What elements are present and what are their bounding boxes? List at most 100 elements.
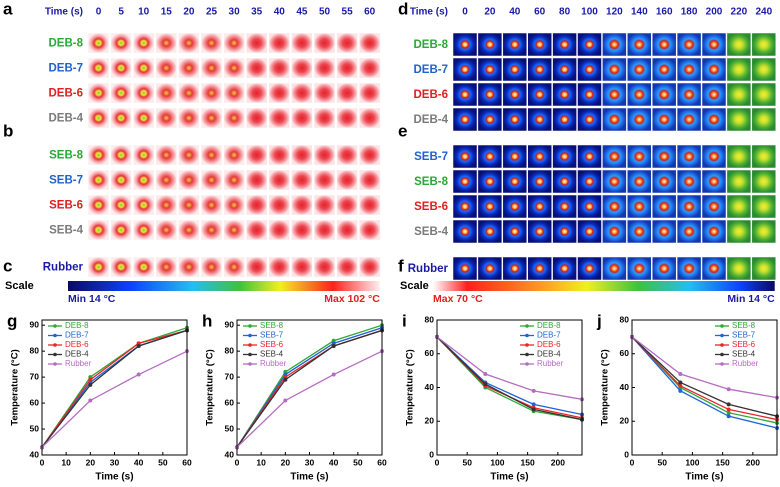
thermal-image — [726, 194, 752, 219]
row-label: DEB-4 — [48, 113, 83, 125]
legend-marker — [720, 333, 724, 338]
thermal-image — [627, 57, 652, 82]
thermal-image — [313, 144, 336, 166]
time-value: 30 — [229, 7, 241, 18]
time-value: 60 — [364, 7, 376, 18]
time-label: Time (s) — [45, 7, 83, 18]
thermal-image — [336, 194, 358, 216]
thermal-image — [527, 82, 552, 107]
thermal-image — [268, 32, 291, 54]
time-value: 40 — [509, 7, 521, 18]
time-value: 160 — [656, 7, 673, 18]
thermal-image — [452, 256, 478, 281]
x-tick-label: 20 — [281, 457, 291, 467]
data-point — [88, 398, 93, 403]
x-axis-label: Time (s) — [490, 472, 528, 483]
thermal-image — [268, 256, 291, 278]
legend-marker — [248, 333, 252, 338]
thermal-image — [502, 194, 528, 219]
legend-label: SEB-6 — [732, 340, 756, 349]
scale-bar — [433, 281, 775, 291]
thermal-image — [726, 219, 752, 244]
thermal-image — [110, 144, 132, 166]
x-tick-label: 30 — [110, 457, 120, 467]
row-label: Rubber — [408, 263, 449, 275]
thermal-image — [200, 219, 223, 241]
legend-marker — [720, 352, 724, 357]
thermal-image — [291, 32, 313, 54]
thermal-image — [651, 32, 677, 57]
thermal-image — [178, 57, 200, 79]
thermal-image — [651, 144, 677, 169]
thermal-image — [452, 169, 478, 194]
time-label: Time (s) — [410, 7, 448, 18]
thermal-image — [291, 256, 313, 278]
scale-label: Scale — [5, 280, 34, 292]
thermal-image — [477, 169, 503, 194]
legend-label: Rubber — [260, 359, 287, 368]
thermal-image — [358, 169, 381, 191]
row-label: SEB-8 — [49, 150, 83, 162]
thermal-image — [651, 169, 677, 194]
data-point — [283, 377, 288, 382]
y-tick-label: 80 — [620, 314, 630, 324]
x-tick-label: 20 — [86, 457, 96, 467]
thermal-image — [358, 256, 381, 278]
thermal-image — [132, 194, 155, 216]
thermal-image — [627, 107, 652, 132]
x-tick-label: 60 — [182, 457, 192, 467]
scale-max: Max 70 °C — [433, 293, 483, 305]
time-value: 80 — [559, 7, 571, 18]
data-point — [726, 402, 731, 407]
panel-letter: g — [7, 311, 17, 330]
y-axis-label: Temperature (°C) — [205, 349, 216, 425]
data-point — [531, 388, 536, 393]
thermal-image — [132, 169, 155, 191]
thermal-image — [200, 169, 223, 191]
thermal-image — [313, 256, 336, 278]
thermal-image — [155, 82, 178, 104]
time-value: 220 — [731, 7, 748, 18]
thermal-image — [200, 32, 223, 54]
thermal-image — [527, 219, 552, 244]
data-point — [678, 383, 683, 388]
y-tick-label: 60 — [30, 397, 40, 407]
thermal-image — [676, 144, 702, 169]
thermal-image — [602, 219, 627, 244]
series-line — [41, 329, 188, 448]
thermal-image — [701, 169, 727, 194]
thermal-image — [552, 107, 577, 132]
thermal-image — [358, 144, 381, 166]
scale-min: Min 14 °C — [727, 293, 775, 305]
thermal-image — [245, 144, 268, 166]
legend-label: SEB-6 — [260, 340, 284, 349]
thermal-image — [358, 57, 381, 79]
time-value: 200 — [706, 7, 723, 18]
legend-marker — [720, 324, 724, 328]
thermal-image — [178, 219, 200, 241]
thermal-image — [291, 169, 313, 191]
thermal-image — [291, 219, 313, 241]
thermal-image — [751, 144, 777, 169]
time-value: 25 — [206, 7, 218, 18]
scale-bar — [68, 281, 380, 291]
thermal-image — [701, 82, 727, 107]
thermal-image — [751, 32, 777, 57]
thermal-image — [627, 219, 652, 244]
thermal-image — [178, 256, 200, 278]
thermal-image — [110, 32, 132, 54]
x-tick-label: 60 — [377, 457, 387, 467]
thermal-image — [477, 82, 503, 107]
thermal-image — [87, 57, 110, 79]
panel-letter: c — [3, 256, 12, 275]
legend-marker — [53, 324, 57, 328]
legend-label: Rubber — [537, 359, 564, 368]
row-label: DEB-7 — [413, 64, 448, 76]
thermal-image — [268, 169, 291, 191]
thermal-image — [132, 144, 155, 166]
data-point — [483, 372, 488, 376]
series-line — [631, 336, 778, 424]
thermal-image — [577, 32, 602, 57]
x-tick-label: 10 — [61, 457, 71, 467]
